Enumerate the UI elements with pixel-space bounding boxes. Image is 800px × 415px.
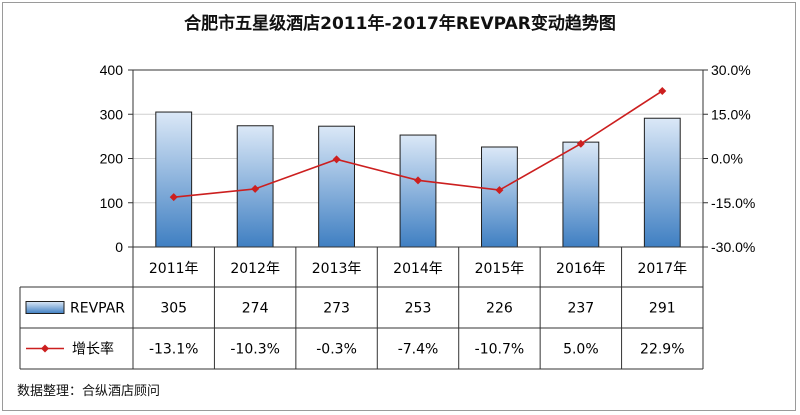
bar-revpar [236,125,274,248]
y-tick-label-left: 0 [115,239,123,255]
table-cell-revpar: 274 [242,301,269,317]
table-cell-growth: 22.9% [640,342,684,358]
point-growth [414,176,422,185]
table-cell-revpar: 291 [649,301,676,317]
table-cell-revpar: 273 [323,301,350,317]
y-tick-label-right: 0.0% [711,151,743,167]
legend-label-revpar: REVPAR [70,301,125,317]
bar-revpar [318,125,355,248]
legend-key-growth-marker [41,344,49,353]
table-cell-growth: -10.7% [475,342,525,358]
y-tick-label-left: 400 [100,62,124,78]
x-tick-label: 2013年 [312,261,362,277]
point-growth [658,86,667,95]
table-cell-growth: -13.1% [149,342,199,358]
x-tick-label: 2012年 [230,261,280,277]
point-growth [332,155,341,164]
table-cell-revpar: 237 [567,301,594,317]
legend-label-growth: 增长率 [72,341,114,358]
y-tick-label-right: -15.0% [711,195,755,211]
plot-area [132,69,704,248]
y-tick-label-right: -30.0% [711,239,755,255]
x-tick-label: 2011年 [149,261,199,277]
table-cell-growth: -0.3% [316,342,357,358]
x-tick-label: 2014年 [393,261,443,277]
legend-key-revpar [25,301,65,314]
table-cell-growth: -10.3% [230,342,280,358]
y-tick-label-right: 30.0% [711,62,751,78]
y-tick-label-left: 100 [100,195,124,211]
y-tick-label-right: 15.0% [711,106,751,122]
bar-revpar [481,146,518,248]
point-growth [576,139,585,148]
bar-revpar [562,141,600,248]
y-tick-label-left: 300 [100,106,124,122]
bar-revpar [643,117,681,248]
bar-revpar [399,134,437,248]
x-tick-label: 2015年 [475,261,525,277]
table-cell-revpar: 226 [486,301,513,317]
x-tick-label: 2016年 [556,261,606,277]
point-growth [495,186,504,195]
table-cell-revpar: 305 [160,301,187,317]
table-cell-growth: 5.0% [563,342,599,358]
y-tick-label-left: 200 [100,151,124,167]
x-tick-label: 2017年 [637,261,687,277]
bar-revpar [155,111,193,248]
point-growth [251,184,260,193]
point-growth [169,193,178,202]
table-cell-revpar: 253 [405,301,432,317]
chart-title: 合肥市五星级酒店2011年-2017年REVPAR变动趋势图 [184,14,616,34]
data-source-note: 数据整理：合纵酒店顾问 [17,384,161,399]
table-cell-growth: -7.4% [398,342,439,358]
